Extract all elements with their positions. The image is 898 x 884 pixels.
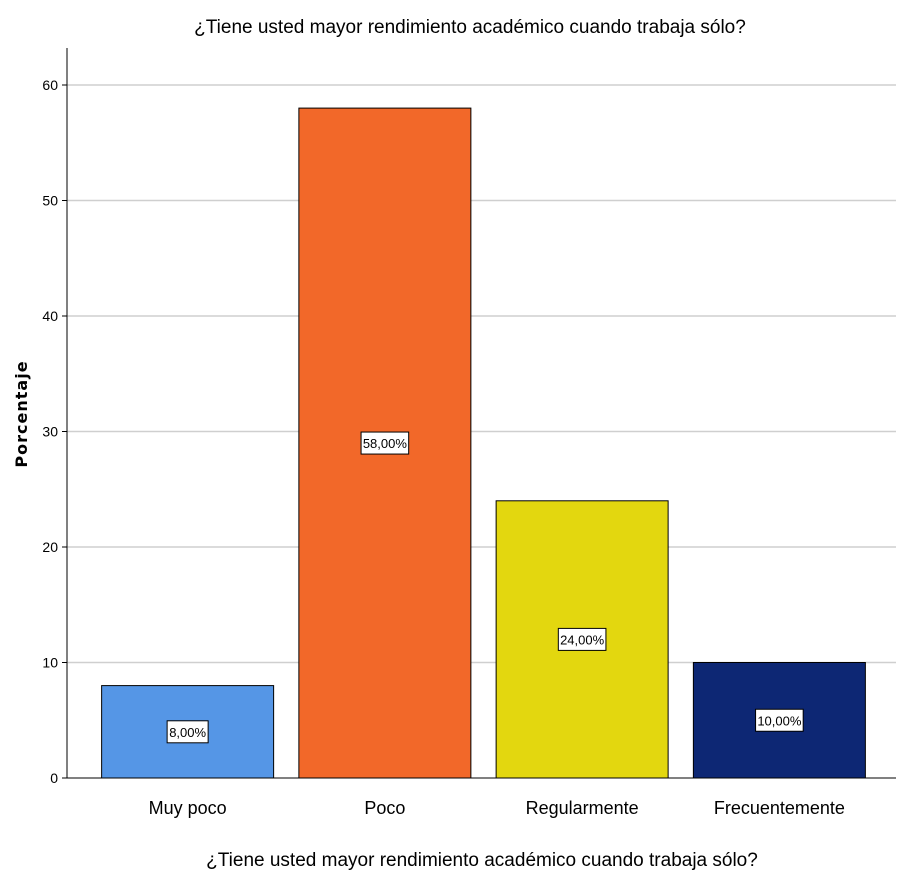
- data-label-box: [755, 708, 804, 732]
- x-tick-label: Poco: [364, 798, 405, 818]
- y-tick-label: 10: [42, 655, 58, 671]
- data-label: 10,00%: [757, 713, 802, 728]
- x-axis-label: ¿Tiene usted mayor rendimiento académico…: [206, 850, 758, 871]
- x-tick-label: Muy poco: [149, 798, 227, 818]
- data-labels: 8,00% 58,00% 24,00% 10,00%: [166, 431, 804, 744]
- y-tick-label: 40: [42, 308, 58, 324]
- x-tick-label: Frecuentemente: [714, 798, 845, 818]
- y-tick-label: 20: [42, 539, 58, 555]
- y-tick-label: 60: [42, 77, 58, 93]
- gridlines: [67, 84, 896, 664]
- data-label-box: [360, 431, 410, 455]
- y-axis-label: Porcentaje: [12, 360, 31, 467]
- x-tick-labels: Muy poco Poco Regularmente Frecuentemente: [149, 798, 845, 818]
- y-tick-label: 0: [50, 770, 58, 786]
- chart-title: ¿Tiene usted mayor rendimiento académico…: [194, 17, 746, 38]
- data-label: 24,00%: [560, 632, 605, 647]
- bars: [101, 107, 866, 779]
- y-tick-label: 50: [42, 193, 58, 209]
- data-label: 58,00%: [363, 436, 408, 451]
- x-tick-label: Regularmente: [526, 798, 639, 818]
- y-tick-labels: 0 10 20 30 40 50 60: [42, 77, 67, 786]
- y-tick-label: 30: [42, 424, 58, 440]
- data-label-box: [166, 720, 209, 744]
- data-label: 8,00%: [169, 725, 206, 740]
- data-label-box: [557, 627, 607, 651]
